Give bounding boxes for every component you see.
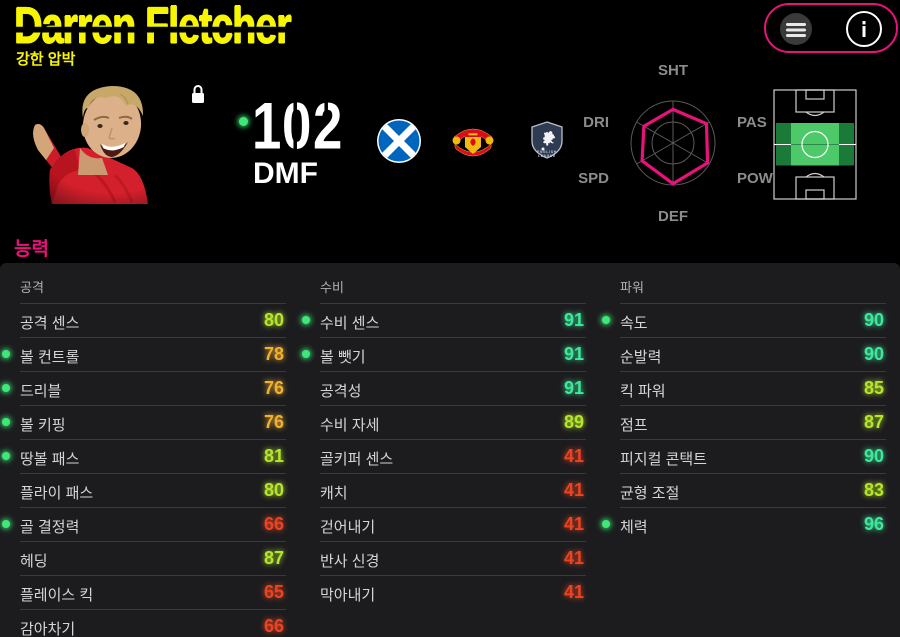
svg-text:LEAGUE: LEAGUE <box>538 154 556 158</box>
svg-text:SHT: SHT <box>658 62 688 79</box>
svg-text:SPD: SPD <box>578 170 609 187</box>
svg-text:PAS: PAS <box>737 114 767 131</box>
svg-text:DRI: DRI <box>583 114 609 131</box>
svg-text:POW: POW <box>737 170 774 187</box>
svg-text:DEF: DEF <box>658 208 688 225</box>
